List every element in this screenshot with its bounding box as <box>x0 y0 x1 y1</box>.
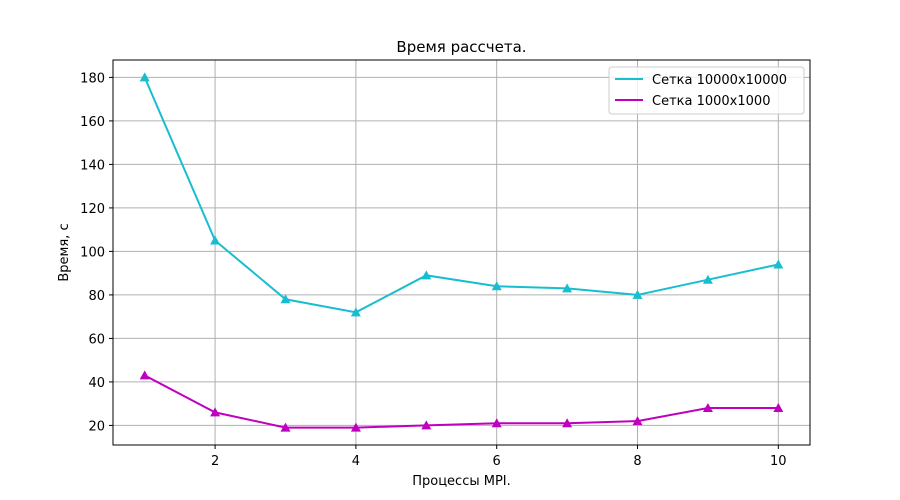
data-point-series-2 <box>421 420 432 430</box>
series-line-2 <box>144 374 779 429</box>
x-tick-label: 10 <box>770 454 787 469</box>
x-tick-label: 8 <box>633 454 641 469</box>
data-point-series-2 <box>702 403 713 413</box>
data-point-series-2 <box>491 418 502 428</box>
data-point-series-2 <box>632 416 643 426</box>
axis-ticks: 2 4 6 8 10 20 40 60 80 100 120 140 160 180 <box>80 71 786 469</box>
legend-frame <box>608 66 805 115</box>
legend-label-series-2: Сетка 1000x1000 <box>652 94 770 109</box>
y-tick-label: 100 <box>80 245 105 260</box>
data-point-series-1 <box>280 294 291 304</box>
y-tick-label: 20 <box>88 419 105 434</box>
y-tick-label: 140 <box>80 158 105 173</box>
x-tick-label: 6 <box>493 454 501 469</box>
series-line-1 <box>143 77 779 314</box>
data-point-series-1 <box>491 281 502 291</box>
y-tick-label: 40 <box>88 376 105 391</box>
data-point-series-1 <box>702 274 713 284</box>
data-point-series-1 <box>562 283 573 293</box>
data-point-series-1 <box>350 307 361 317</box>
data-point-series-2 <box>562 418 573 428</box>
data-point-series-2 <box>139 370 150 380</box>
data-point-series-1 <box>139 72 150 82</box>
y-tick-label: 180 <box>80 71 105 86</box>
data-point-series-1 <box>210 235 221 245</box>
plot-frame <box>112 59 811 446</box>
x-tick-label: 4 <box>352 454 360 469</box>
y-tick-label: 80 <box>88 289 105 304</box>
data-point-series-1 <box>421 270 432 280</box>
y-tick-label: 160 <box>80 115 105 130</box>
x-tick-label: 2 <box>211 454 219 469</box>
chart-title: Время рассчета. <box>396 38 526 56</box>
x-axis-label: Процессы MPI. <box>412 474 511 489</box>
data-point-series-1 <box>632 289 643 299</box>
y-tick-label: 60 <box>88 332 105 347</box>
legend: Сетка 10000x10000 Сетка 1000x1000 <box>608 66 805 115</box>
data-point-series-2 <box>773 403 784 413</box>
y-tick-label: 120 <box>80 202 105 217</box>
series-layer <box>139 72 784 432</box>
data-point-series-2 <box>350 422 361 432</box>
data-point-series-2 <box>280 422 291 432</box>
data-point-series-2 <box>210 407 221 417</box>
legend-label-series-1: Сетка 10000x10000 <box>652 73 787 88</box>
data-point-series-1 <box>773 259 784 269</box>
y-axis-label: Время, с <box>57 223 72 281</box>
grid <box>113 60 810 445</box>
